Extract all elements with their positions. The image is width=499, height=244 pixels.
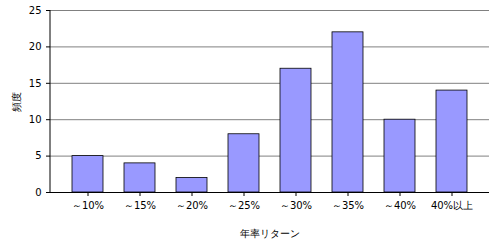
svg-text:～15%: ～15% [124,200,156,211]
svg-text:25: 25 [29,5,42,16]
svg-text:～10%: ～10% [72,200,104,211]
svg-text:～30%: ～30% [280,200,312,211]
svg-text:～25%: ～25% [228,200,260,211]
svg-text:～35%: ～35% [332,200,364,211]
svg-text:0: 0 [35,187,41,198]
svg-text:10: 10 [29,114,42,125]
svg-text:40%以上: 40%以上 [431,200,473,211]
svg-text:頻度: 頻度 [11,92,22,112]
svg-text:5: 5 [35,150,41,161]
svg-text:～40%: ～40% [384,200,416,211]
svg-text:15: 15 [29,78,42,89]
svg-text:20: 20 [29,41,42,52]
svg-text:～20%: ～20% [176,200,208,211]
svg-text:年率リターン: 年率リターン [240,228,300,239]
